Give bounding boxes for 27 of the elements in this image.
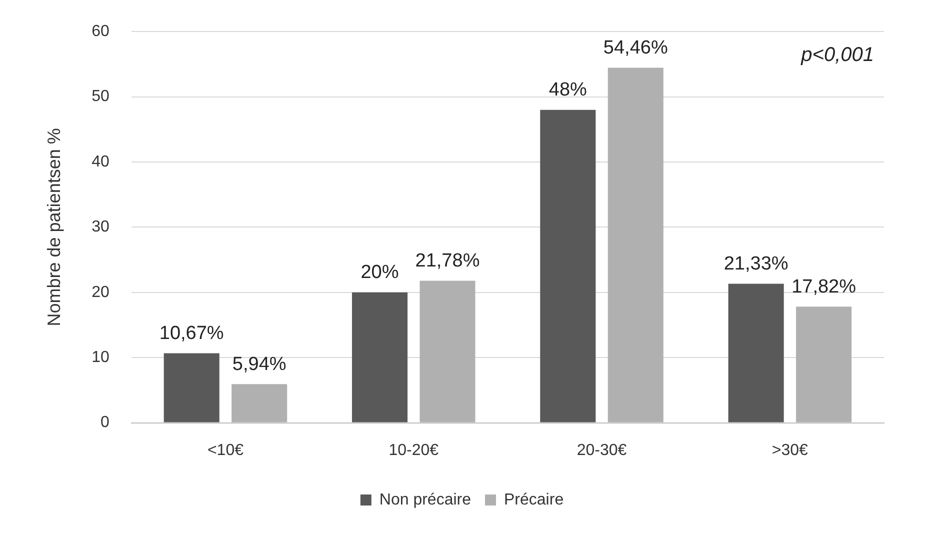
data-label: 21,33% (724, 253, 788, 274)
data-label: 10,67% (159, 322, 224, 344)
data-label: 48% (548, 80, 588, 101)
bar (164, 353, 220, 422)
bar (728, 284, 784, 422)
y-tick-label: 30 (92, 218, 110, 236)
annotation: p<0,001 (800, 44, 874, 66)
y-axis-title: Nombre de patientsen % (44, 128, 64, 326)
bar (352, 292, 408, 422)
legend-label: Précaire (504, 491, 564, 508)
y-tick-label: 50 (92, 88, 110, 106)
y-tick-label: 60 (92, 23, 110, 40)
data-label: 21,78% (415, 250, 480, 272)
data-label: 17,82% (792, 276, 856, 298)
data-label: 20% (360, 262, 399, 284)
x-tick-label: 20-30€ (576, 442, 627, 459)
y-tick-label: 0 (100, 414, 110, 432)
y-tick-label: 20 (92, 284, 110, 301)
y-tick-label: 40 (92, 153, 110, 170)
x-tick-label: >30€ (772, 442, 808, 459)
bar (540, 110, 596, 422)
data-label: 5,94% (232, 354, 286, 375)
y-tick-label: 10 (92, 349, 110, 366)
data-label: 54,46% (603, 37, 668, 58)
legend-label: Non précaire (379, 491, 472, 508)
x-tick-label: <10€ (207, 442, 244, 459)
x-tick-label: 10-20€ (388, 442, 439, 459)
